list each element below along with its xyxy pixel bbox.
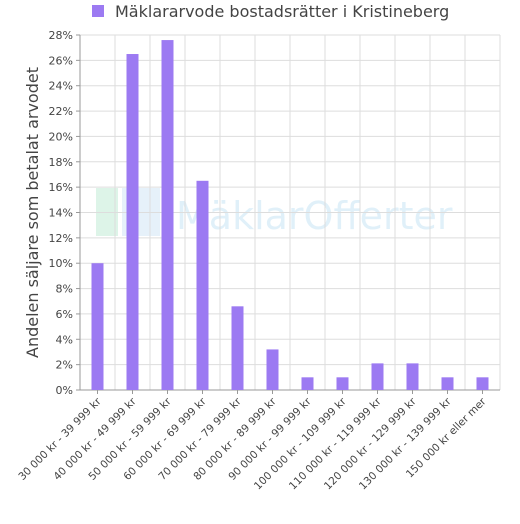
bar[interactable] (126, 54, 139, 391)
watermark-text: MäklarOfferter (176, 194, 453, 238)
legend[interactable]: Mäklararvode bostadsrätter i Kristineber… (92, 0, 449, 22)
y-tick-label: 16% (49, 181, 73, 194)
y-tick-label: 10% (49, 257, 73, 270)
y-tick-label: 26% (49, 54, 73, 67)
bar[interactable] (161, 40, 174, 390)
bar[interactable] (336, 377, 349, 390)
y-tick-label: 24% (49, 80, 73, 93)
y-tick-label: 12% (49, 232, 73, 245)
bar[interactable] (476, 377, 489, 390)
legend-swatch (92, 5, 104, 17)
y-tick-label: 20% (49, 130, 73, 143)
bar[interactable] (231, 306, 244, 390)
y-tick-label: 2% (56, 359, 73, 372)
y-axis-label: Andelen säljare som betalat arvodet (23, 67, 42, 358)
bar[interactable] (301, 377, 314, 390)
y-tick-label: 4% (56, 333, 73, 346)
bar[interactable] (371, 363, 384, 390)
y-tick-label: 14% (49, 207, 73, 220)
y-tick-label: 6% (56, 308, 73, 321)
y-tick-label: 22% (49, 105, 73, 118)
y-tick-label: 8% (56, 283, 73, 296)
y-tick-label: 28% (49, 29, 73, 42)
bar[interactable] (196, 180, 209, 390)
y-tick-label: 0% (56, 384, 73, 397)
legend-label: Mäklararvode bostadsrätter i Kristineber… (115, 1, 450, 21)
bar[interactable] (441, 377, 454, 390)
bar[interactable] (406, 363, 419, 390)
bar[interactable] (91, 263, 104, 390)
y-tick-label: 18% (49, 156, 73, 169)
bar[interactable] (266, 349, 279, 390)
